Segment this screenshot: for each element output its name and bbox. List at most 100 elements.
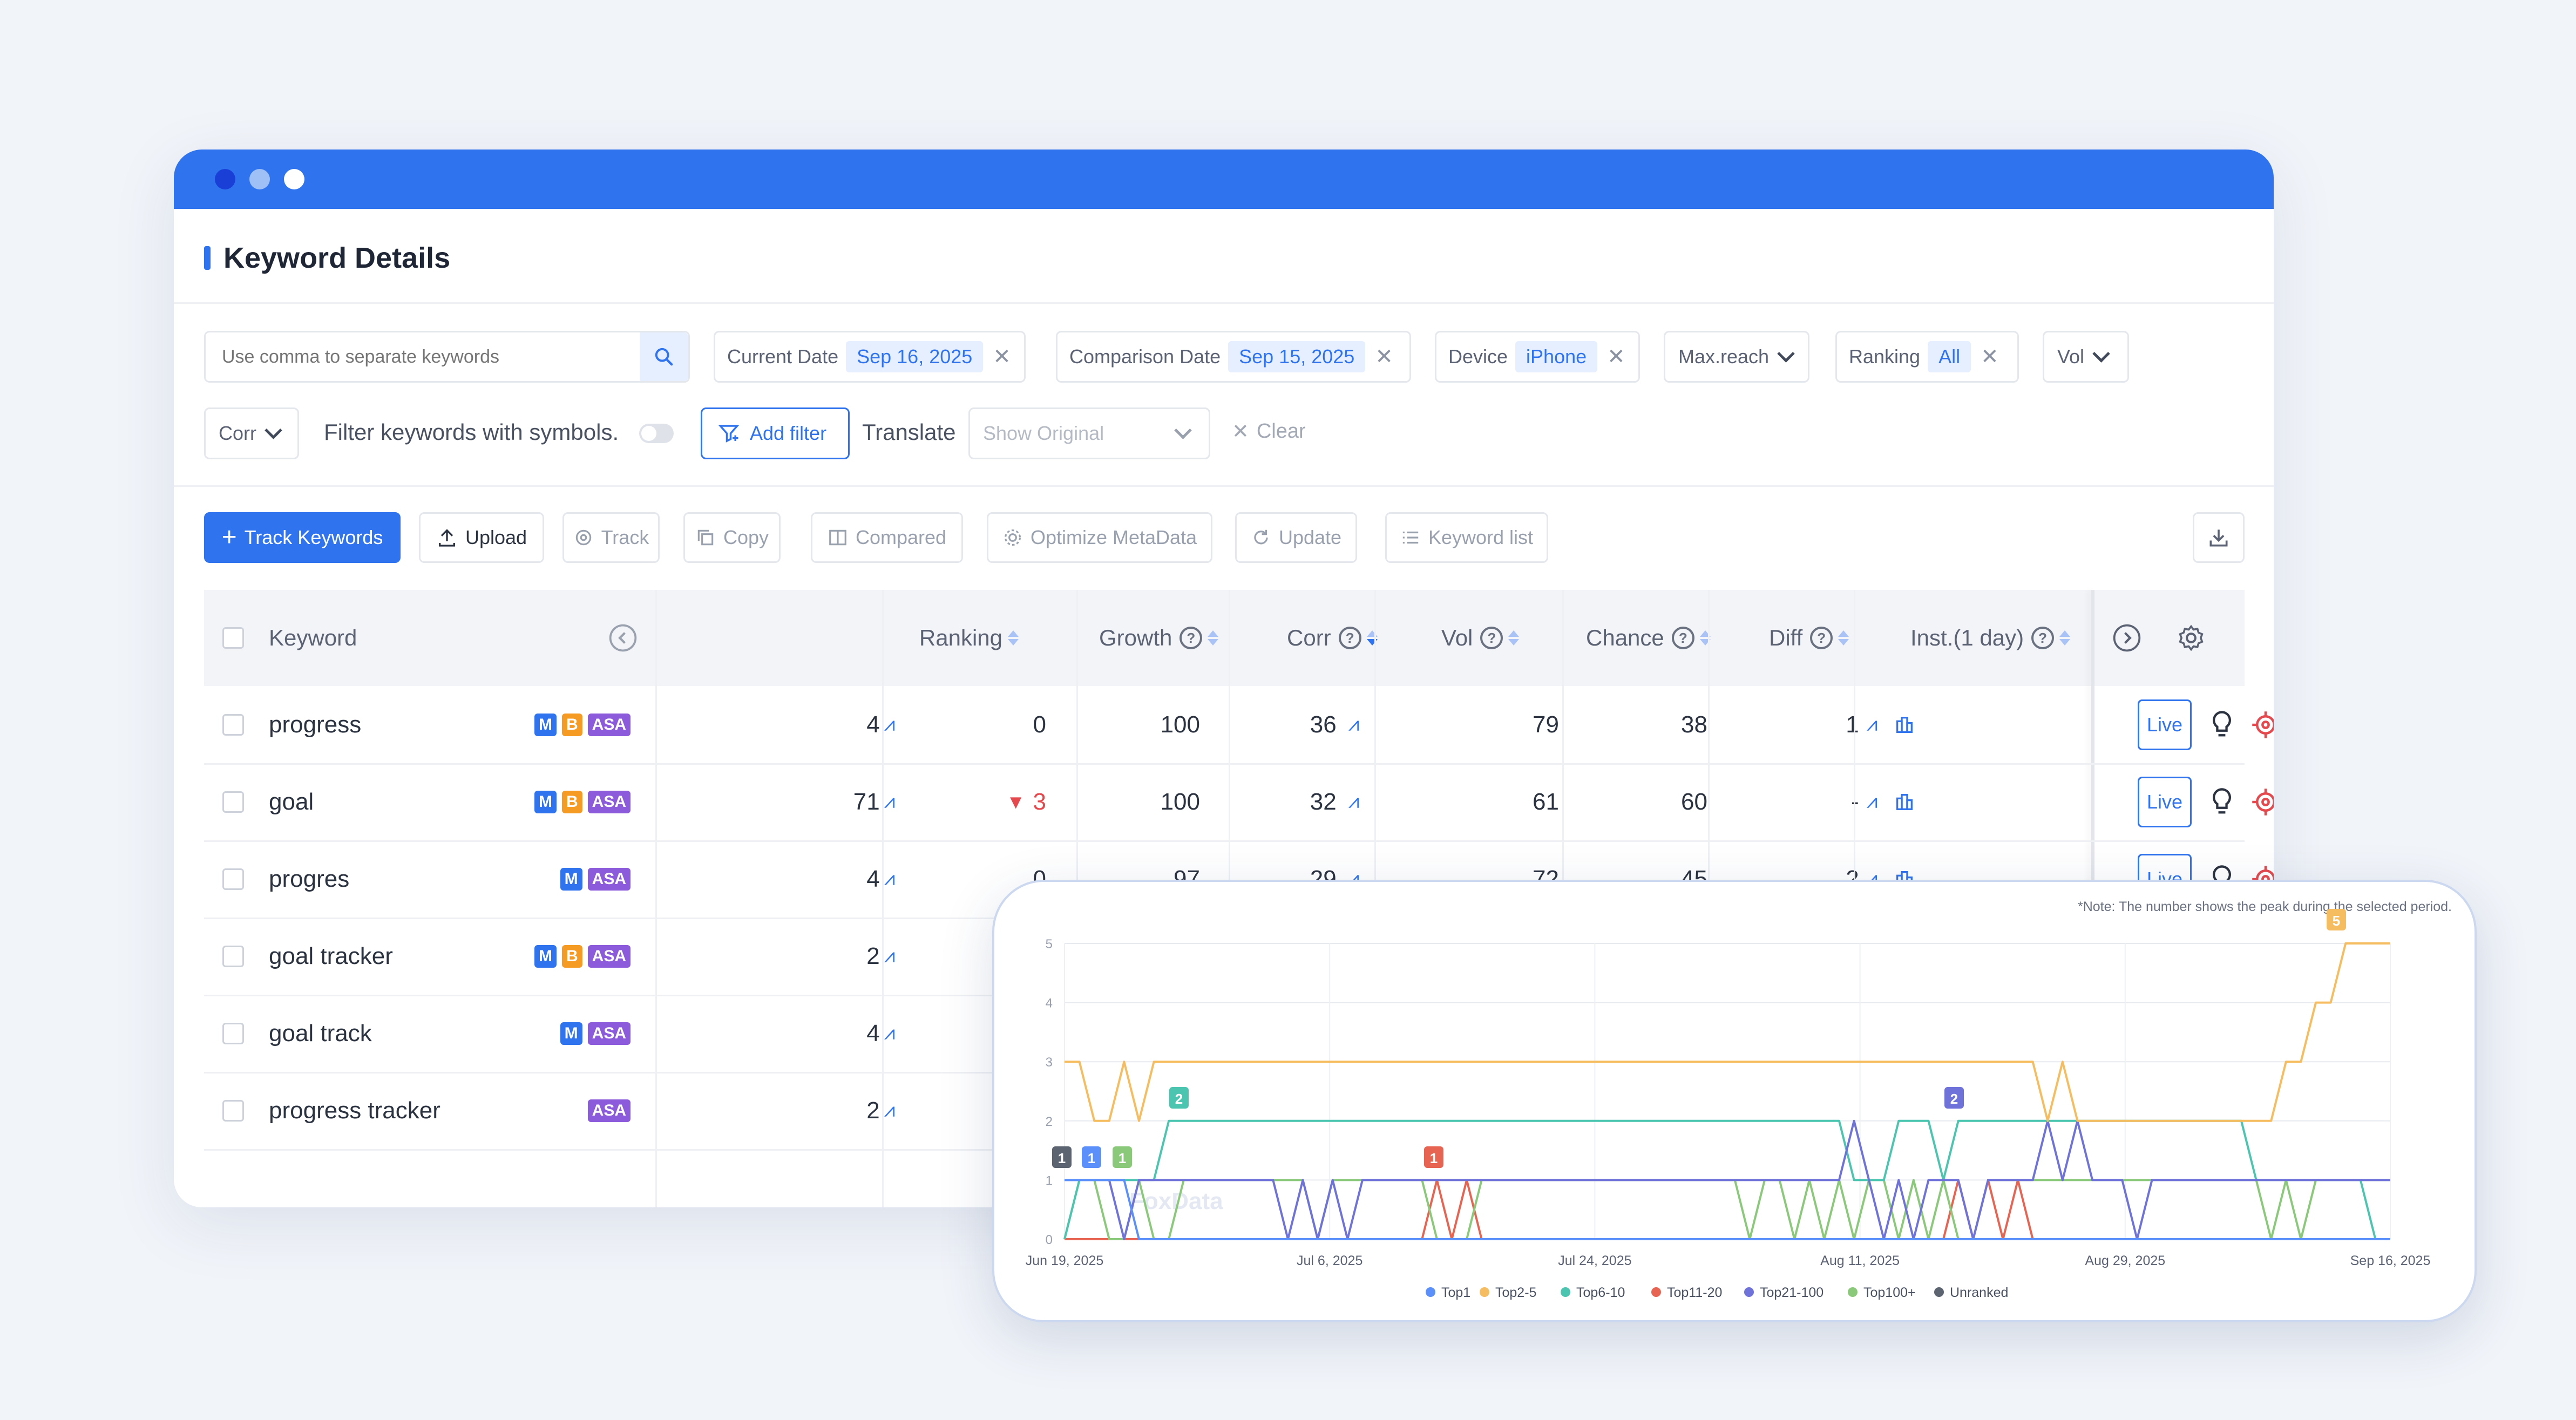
- row-checkbox[interactable]: [222, 995, 244, 1072]
- y-tick-label: 2: [1046, 1115, 1053, 1129]
- window-dot-1[interactable]: [215, 169, 235, 189]
- select-all-checkbox[interactable]: [222, 590, 244, 686]
- row-checkbox[interactable]: [222, 686, 244, 763]
- col-growth[interactable]: Growth?: [1099, 590, 1219, 686]
- device-filter[interactable]: Device iPhone ✕: [1435, 331, 1640, 383]
- comparison-date-filter[interactable]: Comparison Date Sep 15, 2025 ✕: [1056, 331, 1411, 383]
- ranking-cell[interactable]: 4 ⩘: [663, 995, 895, 1072]
- col-vol[interactable]: Vol?: [1441, 590, 1520, 686]
- close-icon[interactable]: ✕: [1375, 345, 1393, 369]
- export-button[interactable]: [2193, 512, 2245, 563]
- compare-apps-icon[interactable]: [1894, 686, 1915, 763]
- keyword-text[interactable]: goal tracker: [269, 942, 393, 969]
- ranking-cell[interactable]: 2 ⩘: [663, 918, 895, 995]
- current-date-filter[interactable]: Current Date Sep 16, 2025 ✕: [714, 331, 1026, 383]
- ranking-cell[interactable]: 2 ⩘: [663, 1072, 895, 1149]
- live-button[interactable]: Live: [2138, 686, 2192, 763]
- trend-icon[interactable]: ⩘: [884, 790, 895, 812]
- legend-label: Top100+: [1863, 1285, 1916, 1300]
- growth-cell: 0: [884, 686, 1046, 763]
- target-icon[interactable]: [2251, 763, 2274, 840]
- update-button[interactable]: Update: [1235, 512, 1357, 563]
- help-icon[interactable]: ?: [1480, 627, 1503, 649]
- col-ranking[interactable]: Ranking: [765, 590, 1040, 686]
- corr-value: 100: [1160, 788, 1200, 815]
- keyword-text[interactable]: goal: [269, 788, 314, 815]
- row-checkbox[interactable]: [222, 840, 244, 918]
- vol-dropdown[interactable]: Vol: [2043, 331, 2129, 383]
- help-icon[interactable]: ?: [1810, 627, 1833, 649]
- lightbulb-icon[interactable]: [2208, 686, 2236, 763]
- search-input[interactable]: [221, 345, 639, 368]
- track-keywords-label: Track Keywords: [244, 526, 383, 548]
- keyword-text[interactable]: progres: [269, 865, 350, 892]
- track-keywords-button[interactable]: + Track Keywords: [204, 512, 401, 563]
- window-dot-3[interactable]: [284, 169, 304, 189]
- row-checkbox[interactable]: [222, 1072, 244, 1149]
- compare-apps-icon[interactable]: [1894, 763, 1915, 840]
- keyword-badges: M ASA: [506, 995, 631, 1072]
- trend-icon[interactable]: ⩘: [884, 713, 895, 735]
- keyword-badges: ASA: [506, 1072, 631, 1149]
- inst-cell: 1 ⩘: [1770, 686, 1877, 763]
- translate-select[interactable]: Show Original: [968, 407, 1210, 459]
- ranking-cell[interactable]: 4 ⩘: [663, 686, 895, 763]
- corr-dropdown[interactable]: Corr: [204, 407, 299, 459]
- maxreach-dropdown[interactable]: Max.reach: [1664, 331, 1809, 383]
- ranking-cell[interactable]: 71 ⩘: [663, 763, 895, 840]
- target-icon: [575, 529, 591, 546]
- window-dot-2[interactable]: [249, 169, 270, 189]
- help-icon[interactable]: ?: [2031, 627, 2055, 649]
- row-checkbox[interactable]: [222, 763, 244, 840]
- live-label: Live: [2138, 776, 2192, 827]
- help-icon[interactable]: ?: [1179, 627, 1203, 649]
- badge-b: B: [561, 945, 582, 968]
- close-icon[interactable]: ✕: [1981, 345, 1999, 369]
- legend-label: Top11-20: [1667, 1285, 1722, 1300]
- peak-marker-label: 1: [1430, 1150, 1438, 1166]
- peak-marker: [1169, 1087, 1189, 1109]
- ranking-cell[interactable]: 4 ⩘: [663, 840, 895, 918]
- trend-icon[interactable]: ⩘: [884, 1022, 895, 1044]
- row-checkbox[interactable]: [222, 918, 244, 995]
- trend-icon[interactable]: ⩘: [1348, 713, 1359, 735]
- trend-icon[interactable]: ⩘: [884, 867, 895, 889]
- upload-button[interactable]: Upload: [419, 512, 544, 563]
- trend-icon[interactable]: ⩘: [1866, 713, 1877, 735]
- col-inst[interactable]: Inst.(1 day)?: [1910, 590, 2071, 686]
- search-button[interactable]: [640, 332, 688, 381]
- col-keyword[interactable]: Keyword: [269, 590, 357, 686]
- collapse-columns-button[interactable]: [608, 590, 638, 686]
- clear-label: Clear: [1256, 420, 1306, 443]
- copy-button[interactable]: Copy: [683, 512, 781, 563]
- optimize-metadata-button[interactable]: Optimize MetaData: [987, 512, 1212, 563]
- trend-icon[interactable]: ⩘: [884, 1099, 895, 1121]
- help-icon[interactable]: ?: [1338, 627, 1361, 649]
- trend-icon[interactable]: ⩘: [1348, 790, 1359, 812]
- compared-button[interactable]: Compared: [811, 512, 963, 563]
- col-corr[interactable]: Corr?: [1287, 590, 1378, 686]
- help-icon[interactable]: ?: [1671, 627, 1694, 649]
- keyword-text[interactable]: progress tracker: [269, 1097, 440, 1124]
- lightbulb-icon[interactable]: [2208, 763, 2236, 840]
- col-chance[interactable]: Chance?: [1586, 590, 1711, 686]
- col-diff[interactable]: Diff?: [1769, 590, 1849, 686]
- close-icon[interactable]: ✕: [993, 345, 1011, 369]
- keyword-text[interactable]: goal track: [269, 1020, 372, 1047]
- live-button[interactable]: Live: [2138, 763, 2192, 840]
- close-icon[interactable]: ✕: [1607, 345, 1625, 369]
- target-icon[interactable]: [2251, 686, 2274, 763]
- ranking-filter[interactable]: Ranking All ✕: [1835, 331, 2019, 383]
- trend-icon[interactable]: ⩘: [884, 945, 895, 967]
- symbols-toggle[interactable]: [639, 424, 674, 443]
- title-bar: [174, 150, 2274, 209]
- keyword-text[interactable]: progress: [269, 711, 362, 738]
- clear-button[interactable]: ✕ Clear: [1232, 419, 1306, 444]
- trend-icon[interactable]: ⩘: [1866, 790, 1877, 812]
- track-button[interactable]: Track: [562, 512, 660, 563]
- expand-columns-button[interactable]: [2112, 590, 2142, 686]
- peak-marker-label: 2: [1950, 1091, 1958, 1107]
- add-filter-button[interactable]: Add filter: [701, 407, 850, 459]
- keyword-list-button[interactable]: Keyword list: [1385, 512, 1548, 563]
- table-settings-button[interactable]: [2177, 590, 2206, 686]
